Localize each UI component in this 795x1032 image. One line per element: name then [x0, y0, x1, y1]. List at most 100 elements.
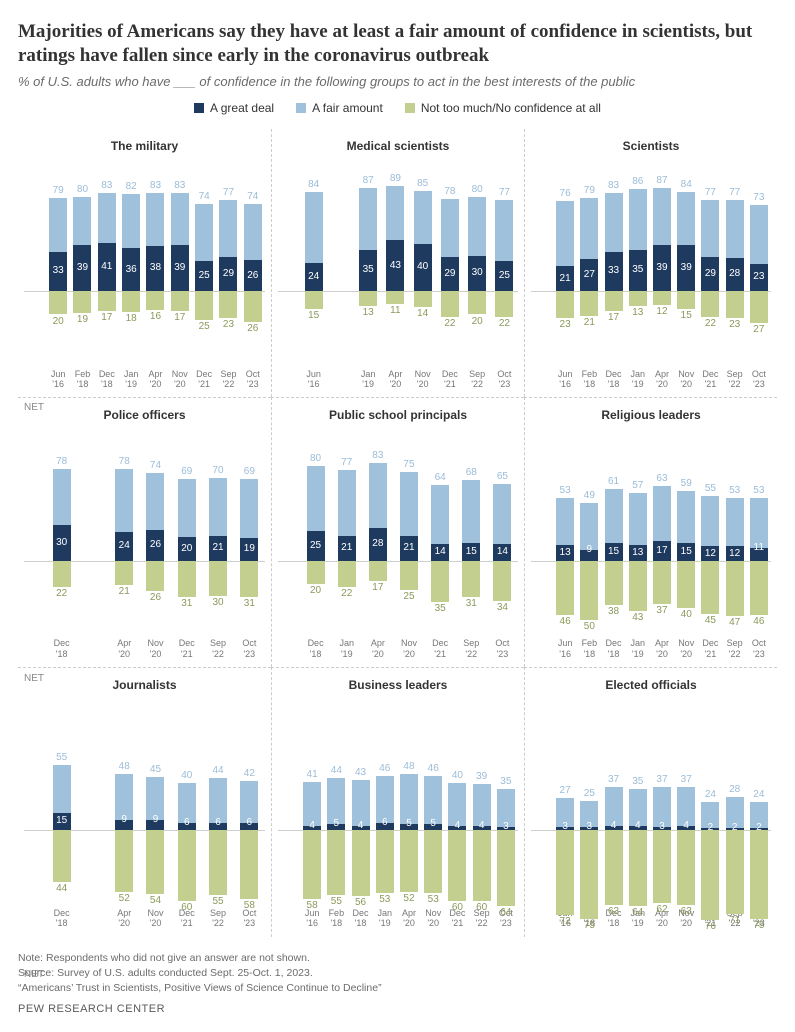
- legend-swatch: [405, 103, 415, 113]
- bar: 873912: [653, 157, 671, 367]
- value-net: 86: [629, 177, 647, 187]
- x-label: Dec '21: [436, 369, 463, 390]
- value-net: 77: [726, 188, 744, 198]
- value-great: 29: [219, 269, 237, 279]
- x-label: Dec '18: [601, 369, 625, 390]
- value-low: 31: [462, 599, 480, 609]
- bar: 531247: [726, 426, 744, 636]
- seg-low: [359, 291, 377, 306]
- value-great: 4: [677, 821, 695, 831]
- bar: 37463: [677, 696, 695, 906]
- x-label: Apr '20: [397, 908, 421, 929]
- value-low: 56: [352, 898, 370, 908]
- x-label: Oct '23: [747, 369, 771, 390]
- x-label: Dec '18: [95, 369, 119, 390]
- value-great: 9: [115, 815, 133, 825]
- bar: 691931: [240, 426, 258, 636]
- seg-low: [653, 561, 671, 605]
- bar: 49950: [580, 426, 598, 636]
- value-net: 43: [352, 768, 370, 778]
- value-great: 40: [414, 262, 432, 272]
- bar: 772823: [726, 157, 744, 367]
- x-label: Nov '20: [140, 638, 171, 659]
- bar-slot: 49950: [577, 426, 601, 636]
- bar: 843915: [677, 157, 695, 367]
- seg-fair: [53, 765, 71, 812]
- value-low: 64: [497, 908, 515, 918]
- chart-area: NET783022782421742626692031702130691931: [24, 426, 265, 636]
- bar-gap: [77, 696, 108, 906]
- bar: 782421: [115, 426, 133, 636]
- value-great: 29: [441, 269, 459, 279]
- bar: 823618: [122, 157, 140, 367]
- x-label: Sep '22: [456, 638, 487, 659]
- x-label: Jun '16: [46, 369, 70, 390]
- bar: 42658: [240, 696, 258, 906]
- bar: 48952: [115, 696, 133, 906]
- x-label: Sep '22: [723, 369, 747, 390]
- value-net: 83: [605, 181, 623, 191]
- seg-low: [414, 291, 432, 308]
- value-great: 24: [305, 272, 323, 282]
- value-great: 11: [750, 543, 768, 553]
- bar-slot: 24276: [698, 696, 722, 906]
- x-label: [77, 638, 108, 659]
- bar: 631737: [653, 426, 671, 636]
- value-net: 76: [556, 189, 574, 199]
- bar: 40660: [178, 696, 196, 906]
- bar-gap: [77, 426, 108, 636]
- bar: 702130: [209, 426, 227, 636]
- chart-area: 8025207721228328177521256414356815316514…: [278, 426, 518, 636]
- bar-slot: 742525: [192, 157, 216, 367]
- value-net: 77: [701, 188, 719, 198]
- bar: 803020: [468, 157, 486, 367]
- bar-slot: 35464: [626, 696, 650, 906]
- value-net: 87: [653, 176, 671, 186]
- bar: 24276: [701, 696, 719, 906]
- x-label: Dec '18: [46, 908, 77, 929]
- x-label: Dec '21: [171, 638, 202, 659]
- value-net: 41: [303, 770, 321, 780]
- value-great: 3: [556, 822, 574, 832]
- bar: 833816: [146, 157, 164, 367]
- x-label: Dec '18: [601, 638, 625, 659]
- bar: 834117: [98, 157, 116, 367]
- footer: Note: Respondents who did not give an an…: [18, 951, 777, 1019]
- seg-fair: [178, 479, 196, 537]
- bar-slot: 44655: [202, 696, 233, 906]
- value-net: 64: [431, 473, 449, 483]
- bar-slot: 39460: [470, 696, 494, 906]
- value-net: 53: [726, 486, 744, 496]
- value-net: 84: [677, 180, 695, 190]
- value-net: 63: [653, 474, 671, 484]
- value-net: 42: [240, 769, 258, 779]
- seg-low: [122, 291, 140, 312]
- panel-title: The military: [24, 139, 265, 153]
- x-labels: Jun '16Feb '18Dec '18Jan '19Apr '20Nov '…: [24, 369, 265, 390]
- bar-slot: 46553: [421, 696, 445, 906]
- seg-low: [629, 291, 647, 306]
- bar: 39460: [473, 696, 491, 906]
- x-labels: Jun '16Jan '19Apr '20Nov '20Dec '21Sep '…: [278, 369, 518, 390]
- panel: Police officersNET7830227824217426266920…: [18, 397, 271, 667]
- bar: 37362: [653, 696, 671, 906]
- value-great: 6: [178, 818, 196, 828]
- bars-row: 7621237927218333178635138739128439157729…: [531, 157, 771, 367]
- value-great: 12: [701, 549, 719, 559]
- x-label: Apr '20: [109, 638, 140, 659]
- seg-low: [195, 291, 213, 321]
- seg-fair: [49, 198, 67, 252]
- value-net: 49: [580, 491, 598, 501]
- bar: 44655: [209, 696, 227, 906]
- value-net: 44: [209, 766, 227, 776]
- value-low: 20: [307, 586, 325, 596]
- value-low: 53: [376, 895, 394, 905]
- value-low: 52: [400, 894, 418, 904]
- seg-low: [580, 291, 598, 316]
- value-low: 14: [414, 309, 432, 319]
- seg-low: [556, 291, 574, 318]
- seg-low: [677, 830, 695, 904]
- bar: 833917: [171, 157, 189, 367]
- bar: 35464: [629, 696, 647, 906]
- value-great: 12: [726, 549, 744, 559]
